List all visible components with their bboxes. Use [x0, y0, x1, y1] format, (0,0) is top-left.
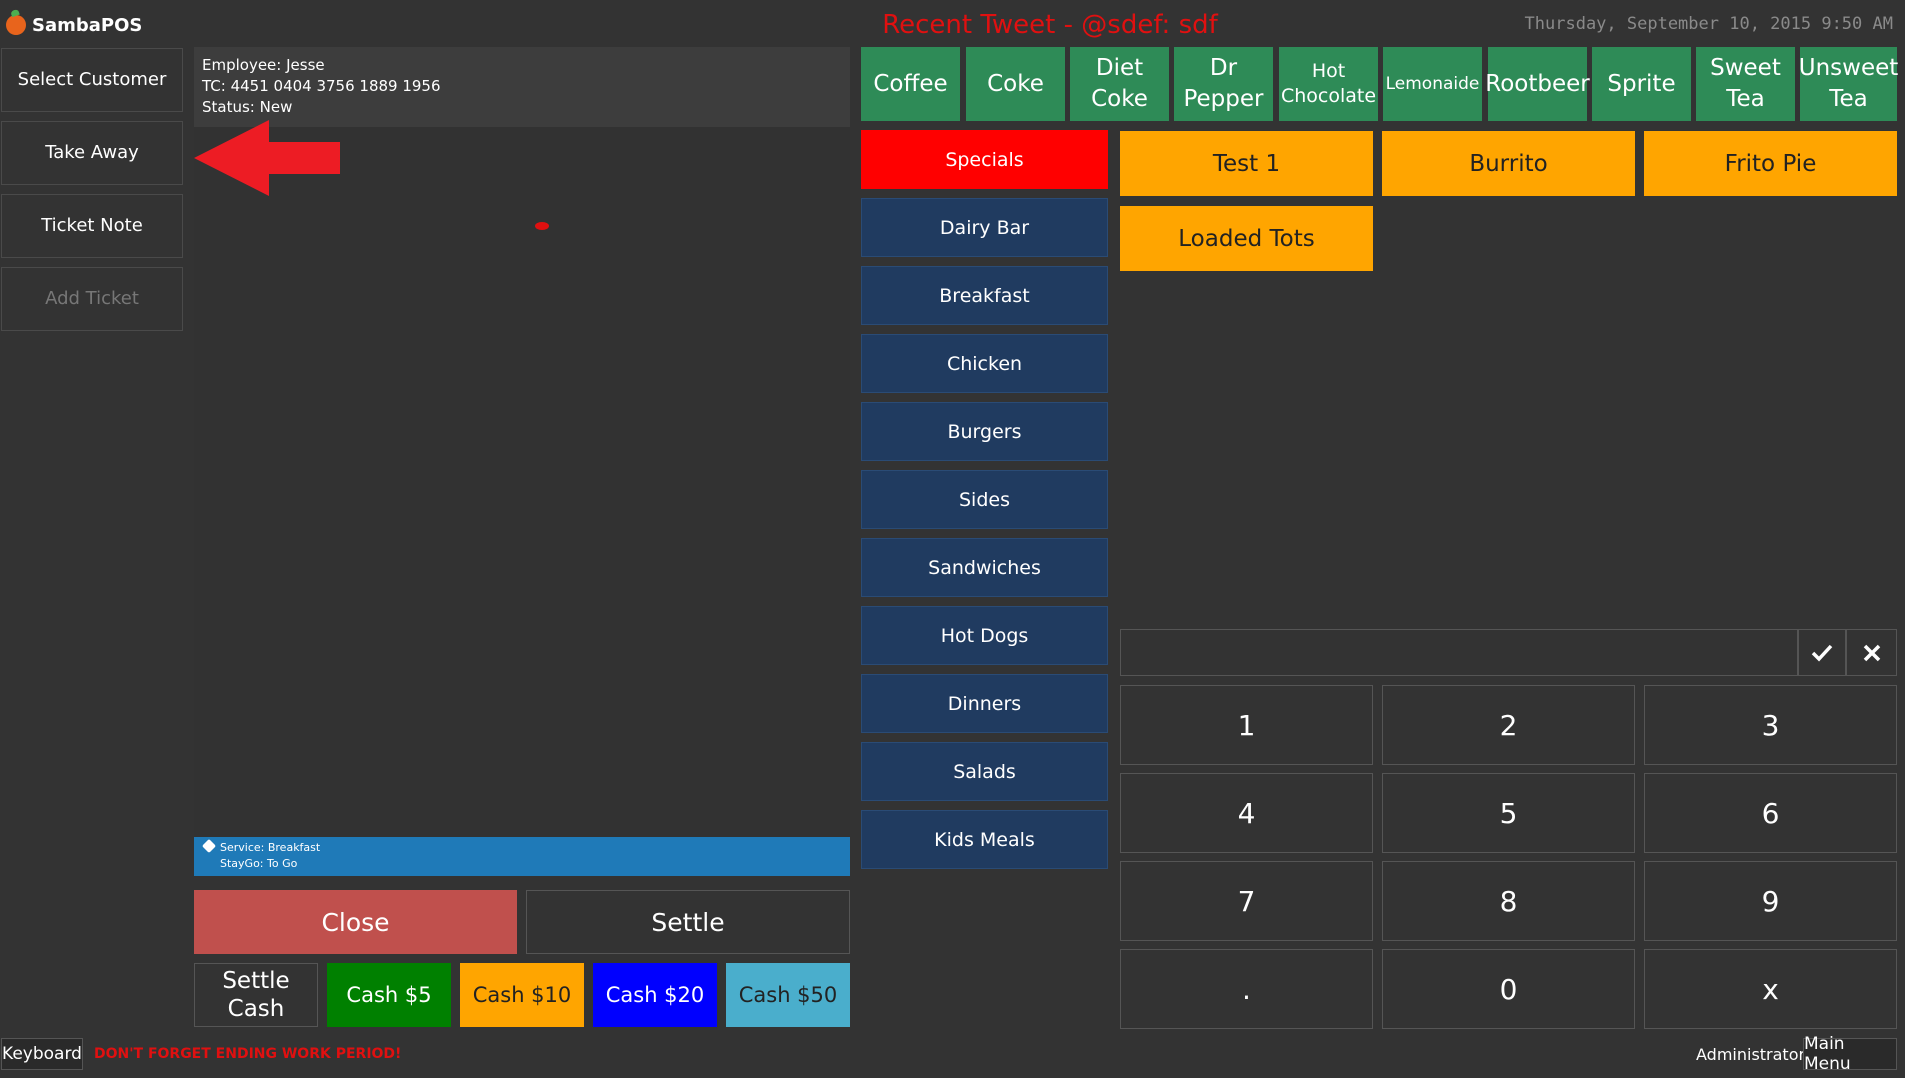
category-chicken[interactable]: Chicken [861, 334, 1108, 393]
numpad-key-6[interactable]: 6 [1644, 773, 1897, 853]
main-menu-button[interactable]: Main Menu [1803, 1034, 1897, 1074]
tc-label: TC: 4451 0404 3756 1889 1956 [202, 77, 441, 95]
drink-coffee[interactable]: Coffee [861, 47, 960, 121]
cash-50-button[interactable]: Cash $50 [726, 963, 850, 1027]
cash-20-button[interactable]: Cash $20 [593, 963, 717, 1027]
settle-cash-button[interactable]: Settle Cash [194, 963, 318, 1027]
drink-sweet-tea[interactable]: Sweet Tea [1696, 47, 1795, 121]
drink-lemonaide[interactable]: Lemonaide [1383, 47, 1482, 121]
drink-dr-pepper[interactable]: Dr Pepper [1174, 47, 1273, 121]
numpad-key-7[interactable]: 7 [1120, 861, 1373, 941]
status-label: Status: New [202, 98, 293, 116]
numpad-key-5[interactable]: 5 [1382, 773, 1635, 853]
drink-coke[interactable]: Coke [966, 47, 1065, 121]
keyboard-button[interactable]: Keyboard [1, 1038, 83, 1070]
close-icon [1863, 644, 1880, 661]
user-name: Administrator [1696, 1044, 1806, 1064]
category-dinners[interactable]: Dinners [861, 674, 1108, 733]
numpad-key-dot[interactable]: . [1120, 949, 1373, 1029]
close-button[interactable]: Close [194, 890, 517, 954]
take-away-button[interactable]: Take Away [1, 121, 183, 185]
category-dairy-bar[interactable]: Dairy Bar [861, 198, 1108, 257]
numpad-key-x[interactable]: x [1644, 949, 1897, 1029]
drink-sprite[interactable]: Sprite [1592, 47, 1691, 121]
red-dot-icon [535, 222, 549, 230]
category-sandwiches[interactable]: Sandwiches [861, 538, 1108, 597]
ticket-header: Employee: Jesse TC: 4451 0404 3756 1889 … [194, 47, 850, 127]
cash-5-button[interactable]: Cash $5 [327, 963, 451, 1027]
work-period-warning: DON'T FORGET ENDING WORK PERIOD! [94, 1046, 402, 1062]
category-hot-dogs[interactable]: Hot Dogs [861, 606, 1108, 665]
check-icon [1811, 644, 1833, 662]
numpad-key-2[interactable]: 2 [1382, 685, 1635, 765]
numpad-key-4[interactable]: 4 [1120, 773, 1373, 853]
category-burgers[interactable]: Burgers [861, 402, 1108, 461]
drink-rootbeer[interactable]: Rootbeer [1485, 47, 1590, 121]
category-sides[interactable]: Sides [861, 470, 1108, 529]
cash-10-button[interactable]: Cash $10 [460, 963, 584, 1027]
category-salads[interactable]: Salads [861, 742, 1108, 801]
employee-label: Employee: Jesse [202, 56, 325, 74]
numpad-key-9[interactable]: 9 [1644, 861, 1897, 941]
service-tag: Service: Breakfast [220, 841, 321, 854]
arrow-left-icon [194, 120, 340, 196]
category-breakfast[interactable]: Breakfast [861, 266, 1108, 325]
numpad-key-3[interactable]: 3 [1644, 685, 1897, 765]
ticket-tags-bar: Service: Breakfast StayGo: To Go [194, 837, 850, 876]
tag-icon [201, 838, 217, 854]
add-ticket-button[interactable]: Add Ticket [1, 267, 183, 331]
confirm-button[interactable] [1798, 629, 1846, 676]
tomato-icon [6, 15, 26, 35]
settle-button[interactable]: Settle [526, 890, 850, 954]
category-kids-meals[interactable]: Kids Meals [861, 810, 1108, 869]
drink-hot-chocolate[interactable]: Hot Chocolate [1279, 47, 1378, 121]
tweet-ticker: Recent Tweet - @sdef: sdf [882, 10, 1218, 40]
staygo-tag: StayGo: To Go [220, 857, 298, 870]
cancel-button[interactable] [1846, 629, 1897, 676]
select-customer-button[interactable]: Select Customer [1, 48, 183, 112]
numpad-key-8[interactable]: 8 [1382, 861, 1635, 941]
drink-diet-coke[interactable]: Diet Coke [1070, 47, 1169, 121]
ticket-note-button[interactable]: Ticket Note [1, 194, 183, 258]
app-name: SambaPOS [32, 14, 143, 36]
category-specials[interactable]: Specials [861, 130, 1108, 189]
drink-unsweet-tea[interactable]: Unsweet Tea [1799, 47, 1898, 121]
menu-item-frito-pie[interactable]: Frito Pie [1644, 131, 1897, 196]
app-logo: SambaPOS [6, 12, 142, 38]
numpad-key-1[interactable]: 1 [1120, 685, 1373, 765]
numpad-key-0[interactable]: 0 [1382, 949, 1635, 1029]
menu-item-test-1[interactable]: Test 1 [1120, 131, 1373, 196]
numpad-input[interactable] [1120, 629, 1798, 676]
datetime: Thursday, September 10, 2015 9:50 AM [1524, 14, 1893, 34]
menu-item-burrito[interactable]: Burrito [1382, 131, 1635, 196]
top-bar [0, 0, 1905, 47]
menu-item-loaded-tots[interactable]: Loaded Tots [1120, 206, 1373, 271]
ticket-panel[interactable] [194, 47, 850, 876]
